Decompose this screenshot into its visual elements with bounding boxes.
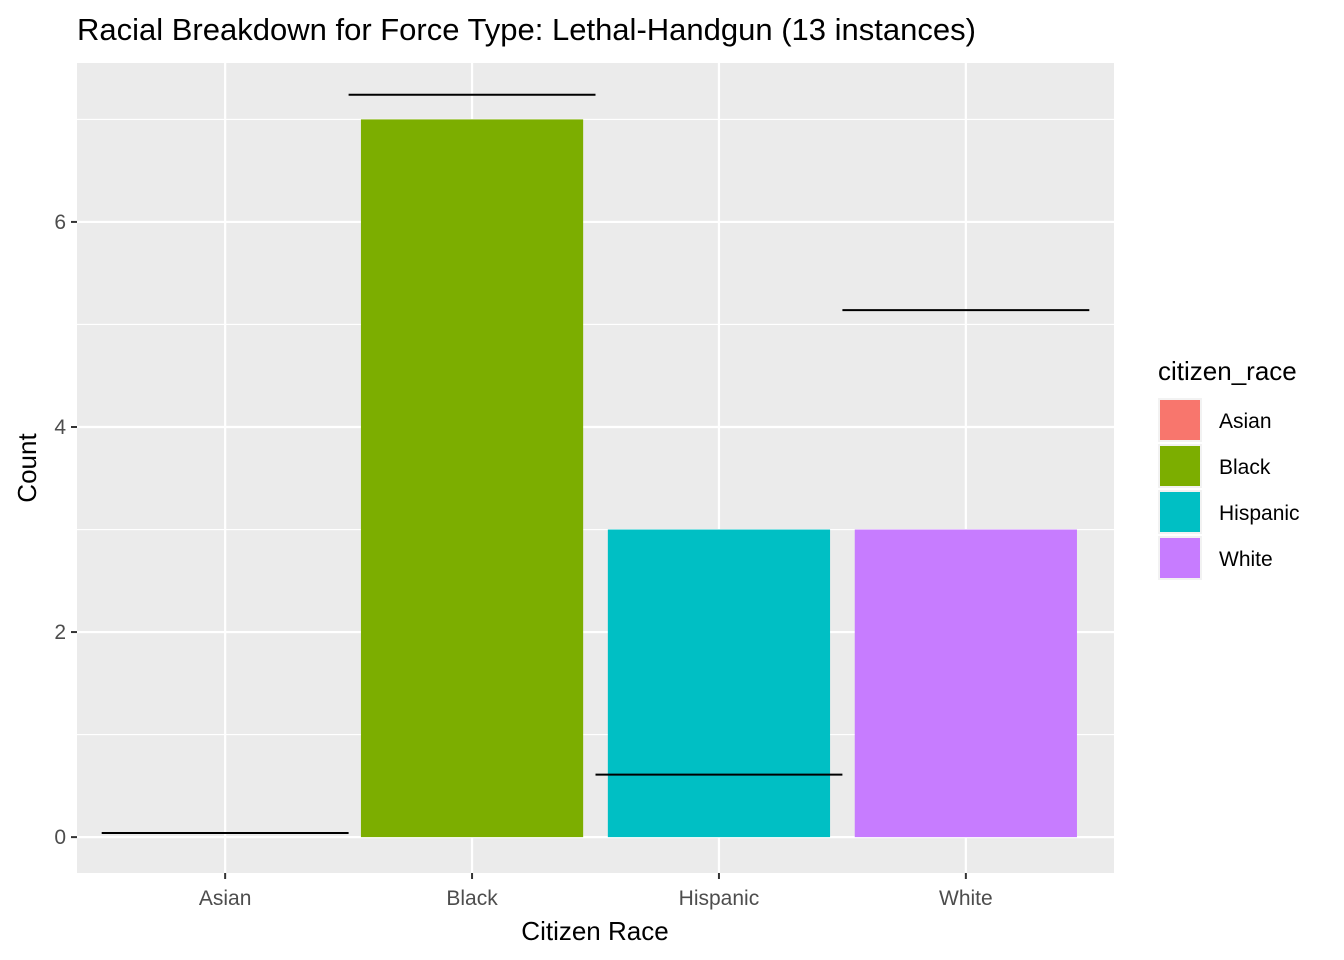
y-axis-title: Count	[12, 433, 42, 503]
bar-hispanic	[607, 529, 831, 838]
bars	[360, 119, 1077, 838]
x-axis: Asian Black Hispanic White	[199, 873, 993, 910]
x-tick-label: White	[939, 887, 993, 910]
legend: citizen_race Asian Black Hispanic White	[1158, 356, 1300, 580]
chart-title: Racial Breakdown for Force Type: Lethal-…	[77, 12, 976, 47]
bar-white	[854, 529, 1077, 838]
legend-label-white: White	[1219, 548, 1273, 571]
y-axis: 0 2 4 6	[54, 211, 77, 849]
x-tick-label: Asian	[199, 887, 252, 910]
y-tick-label: 0	[54, 826, 66, 849]
legend-label-black: Black	[1219, 456, 1271, 479]
legend-swatch-white	[1160, 538, 1200, 578]
y-tick-label: 2	[54, 621, 66, 644]
legend-title: citizen_race	[1158, 356, 1297, 386]
bar-black	[360, 119, 584, 838]
legend-swatch-hispanic	[1160, 492, 1200, 532]
legend-label-asian: Asian	[1219, 410, 1272, 433]
reference-lines	[101, 93, 1090, 835]
y-tick-label: 4	[54, 416, 66, 439]
legend-swatch-black	[1160, 446, 1200, 486]
y-tick-label: 6	[54, 211, 66, 234]
x-tick-label: Black	[446, 887, 498, 910]
x-axis-title: Citizen Race	[521, 916, 668, 946]
legend-swatch-asian	[1160, 400, 1200, 440]
legend-label-hispanic: Hispanic	[1219, 502, 1300, 525]
x-tick-label: Hispanic	[679, 887, 760, 910]
